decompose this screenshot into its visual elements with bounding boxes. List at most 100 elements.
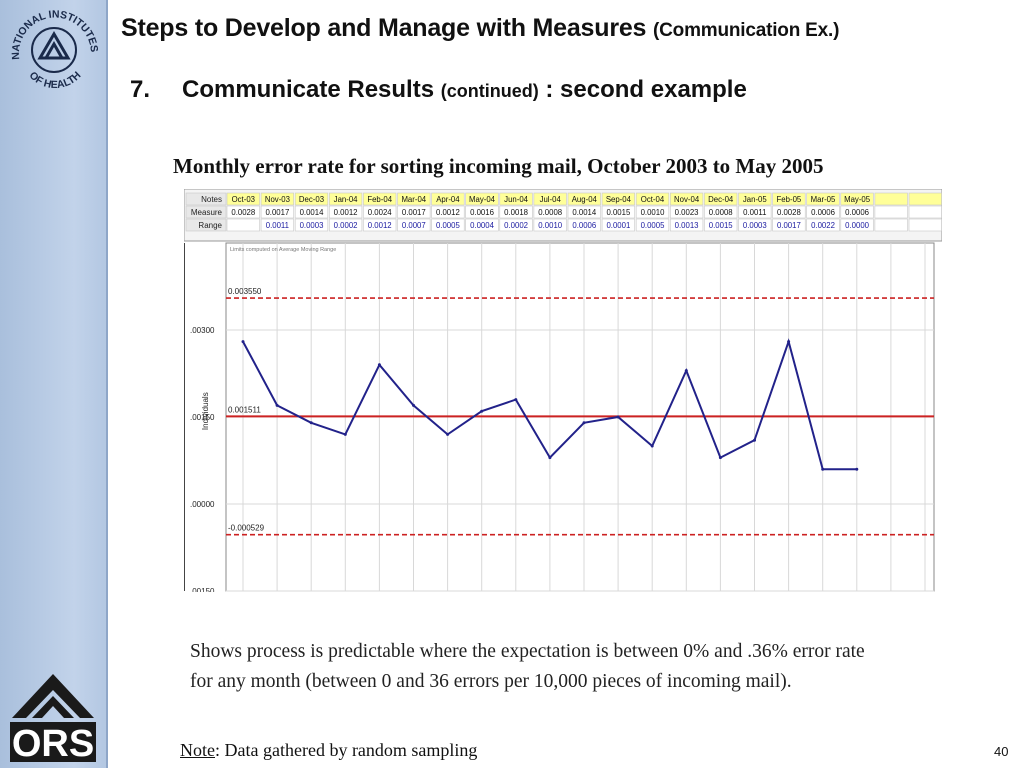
table-measure-cell [840, 205, 874, 219]
table-measure-value: 0.0014 [572, 208, 597, 217]
y-tick-label: .00150 [190, 413, 215, 422]
table-range-value: 0.0013 [675, 221, 699, 230]
center-label: 0.001511 [228, 405, 261, 414]
table-header-cell [567, 192, 601, 206]
table-header-cell [840, 192, 874, 206]
table-range-value: 0.0004 [470, 221, 495, 230]
table-measure-value: 0.0006 [811, 208, 835, 217]
chart-caption: Limits computed on Average Moving Range [230, 247, 336, 253]
table-category-label: Jan-05 [743, 195, 768, 204]
table-range-cell [874, 218, 908, 232]
y-tick-label: .00150 [190, 587, 215, 592]
table-header-cell [908, 192, 942, 206]
table-row-label: Range [198, 221, 222, 230]
slide-subtitle: 7. Communicate Results (continued) : seco… [130, 76, 747, 104]
table-header-cell [465, 192, 499, 206]
data-point [787, 340, 791, 344]
nih-logo: NATIONAL INSTITUTES OF HEALTH [10, 9, 100, 92]
table-measure-cell [397, 205, 431, 219]
table-category-label: Feb-05 [777, 195, 802, 204]
table-category-label: Nov-04 [674, 195, 700, 204]
table-range-cell [601, 218, 636, 232]
note-label: Note [180, 740, 215, 760]
table-measure-cell [601, 205, 636, 219]
chart-heading: Monthly error rate for sorting incoming … [173, 154, 824, 178]
data-point [753, 438, 756, 442]
data-point [275, 403, 279, 407]
explanation-line-2: for any month (between 0 and 36 errors p… [190, 671, 792, 692]
table-header-cell [363, 192, 397, 206]
table-measure-value: 0.0018 [504, 208, 528, 217]
table-measure-value: 0.0014 [300, 208, 325, 217]
table-header-cell [704, 192, 738, 206]
data-point [377, 363, 381, 367]
table-row-label-cell [185, 205, 227, 219]
footnote: Note: Data gathered by random sampling [180, 740, 477, 761]
lcl-label: -0.000529 [228, 524, 265, 533]
table-header-cell [601, 192, 636, 206]
table-category-label: Feb-04 [367, 195, 392, 204]
table-range-cell [533, 218, 567, 232]
table-measure-value: 0.0012 [334, 208, 358, 217]
table-range-cell [431, 218, 465, 232]
data-point [821, 467, 825, 471]
table-measure-cell [806, 205, 840, 219]
table-measure-value: 0.0016 [470, 208, 494, 217]
table-category-label: Nov-03 [265, 195, 290, 204]
explanation-text: Shows process is predictable where the e… [190, 637, 1000, 697]
table-category-label: Jun-04 [504, 195, 529, 204]
table-range-value: 0.0005 [641, 221, 666, 230]
table-measure-value: 0.0012 [436, 208, 460, 217]
table-measure-cell [669, 205, 704, 219]
table-measure-cell [226, 205, 260, 219]
ors-logo: ORS [10, 674, 96, 764]
table-measure-value: 0.0028 [231, 208, 255, 217]
data-point [412, 403, 415, 407]
data-point [616, 415, 620, 419]
table-range-cell [363, 218, 397, 232]
table-header-cell [738, 192, 772, 206]
data-point [446, 432, 450, 436]
step-number: 7. [130, 76, 151, 103]
table-range-value: 0.0002 [504, 221, 528, 230]
table-header-cell [772, 192, 806, 206]
y-tick-label: .00000 [190, 500, 215, 509]
table-measure-value: 0.0011 [743, 208, 766, 217]
table-range-value: 0.0003 [743, 221, 767, 230]
table-range-cell [465, 218, 499, 232]
table-measure-cell [533, 205, 567, 219]
data-point [241, 340, 245, 344]
table-category-label: Jul-04 [540, 195, 562, 204]
table-header-cell [669, 192, 704, 206]
subtitle-main: Communicate Results [182, 76, 435, 103]
data-point [855, 467, 859, 471]
subtitle-tail: : second example [545, 76, 747, 103]
table-range-value: 0.0003 [300, 221, 324, 230]
table-range-value: 0.0006 [572, 221, 596, 230]
control-chart: Notes Measure Range Oct-03 0.0028 Nov-03 0.001… [183, 188, 943, 596]
table-measure-cell [738, 205, 772, 219]
table-measure-cell [772, 205, 806, 219]
y-tick-label: .00300 [190, 326, 215, 335]
table-range-cell [704, 218, 738, 232]
table-range-value: 0.0022 [811, 221, 835, 230]
table-range-cell [772, 218, 806, 232]
table-row-label-cell [185, 218, 227, 232]
table-range-cell [806, 218, 840, 232]
table-header-cell [260, 192, 294, 206]
data-point [582, 421, 586, 425]
table-measure-value: 0.0024 [368, 208, 393, 217]
table-range-cell [840, 218, 874, 232]
table-measure-cell [431, 205, 465, 219]
y-axis-label: Individuals [201, 392, 210, 430]
table-measure-cell [499, 205, 533, 219]
table-category-label: Oct-03 [232, 195, 255, 204]
table-measure-cell [704, 205, 738, 219]
table-measure-value: 0.0017 [402, 208, 426, 217]
subtitle-paren: (continued) [440, 81, 539, 101]
table-measure-cell [260, 205, 294, 219]
table-category-label: May-05 [844, 195, 871, 204]
table-measure-cell [567, 205, 601, 219]
control-chart-svg: Notes Measure Range Oct-03 0.0028 Nov-03 0.001… [183, 188, 943, 596]
table-measure-cell [874, 205, 908, 219]
